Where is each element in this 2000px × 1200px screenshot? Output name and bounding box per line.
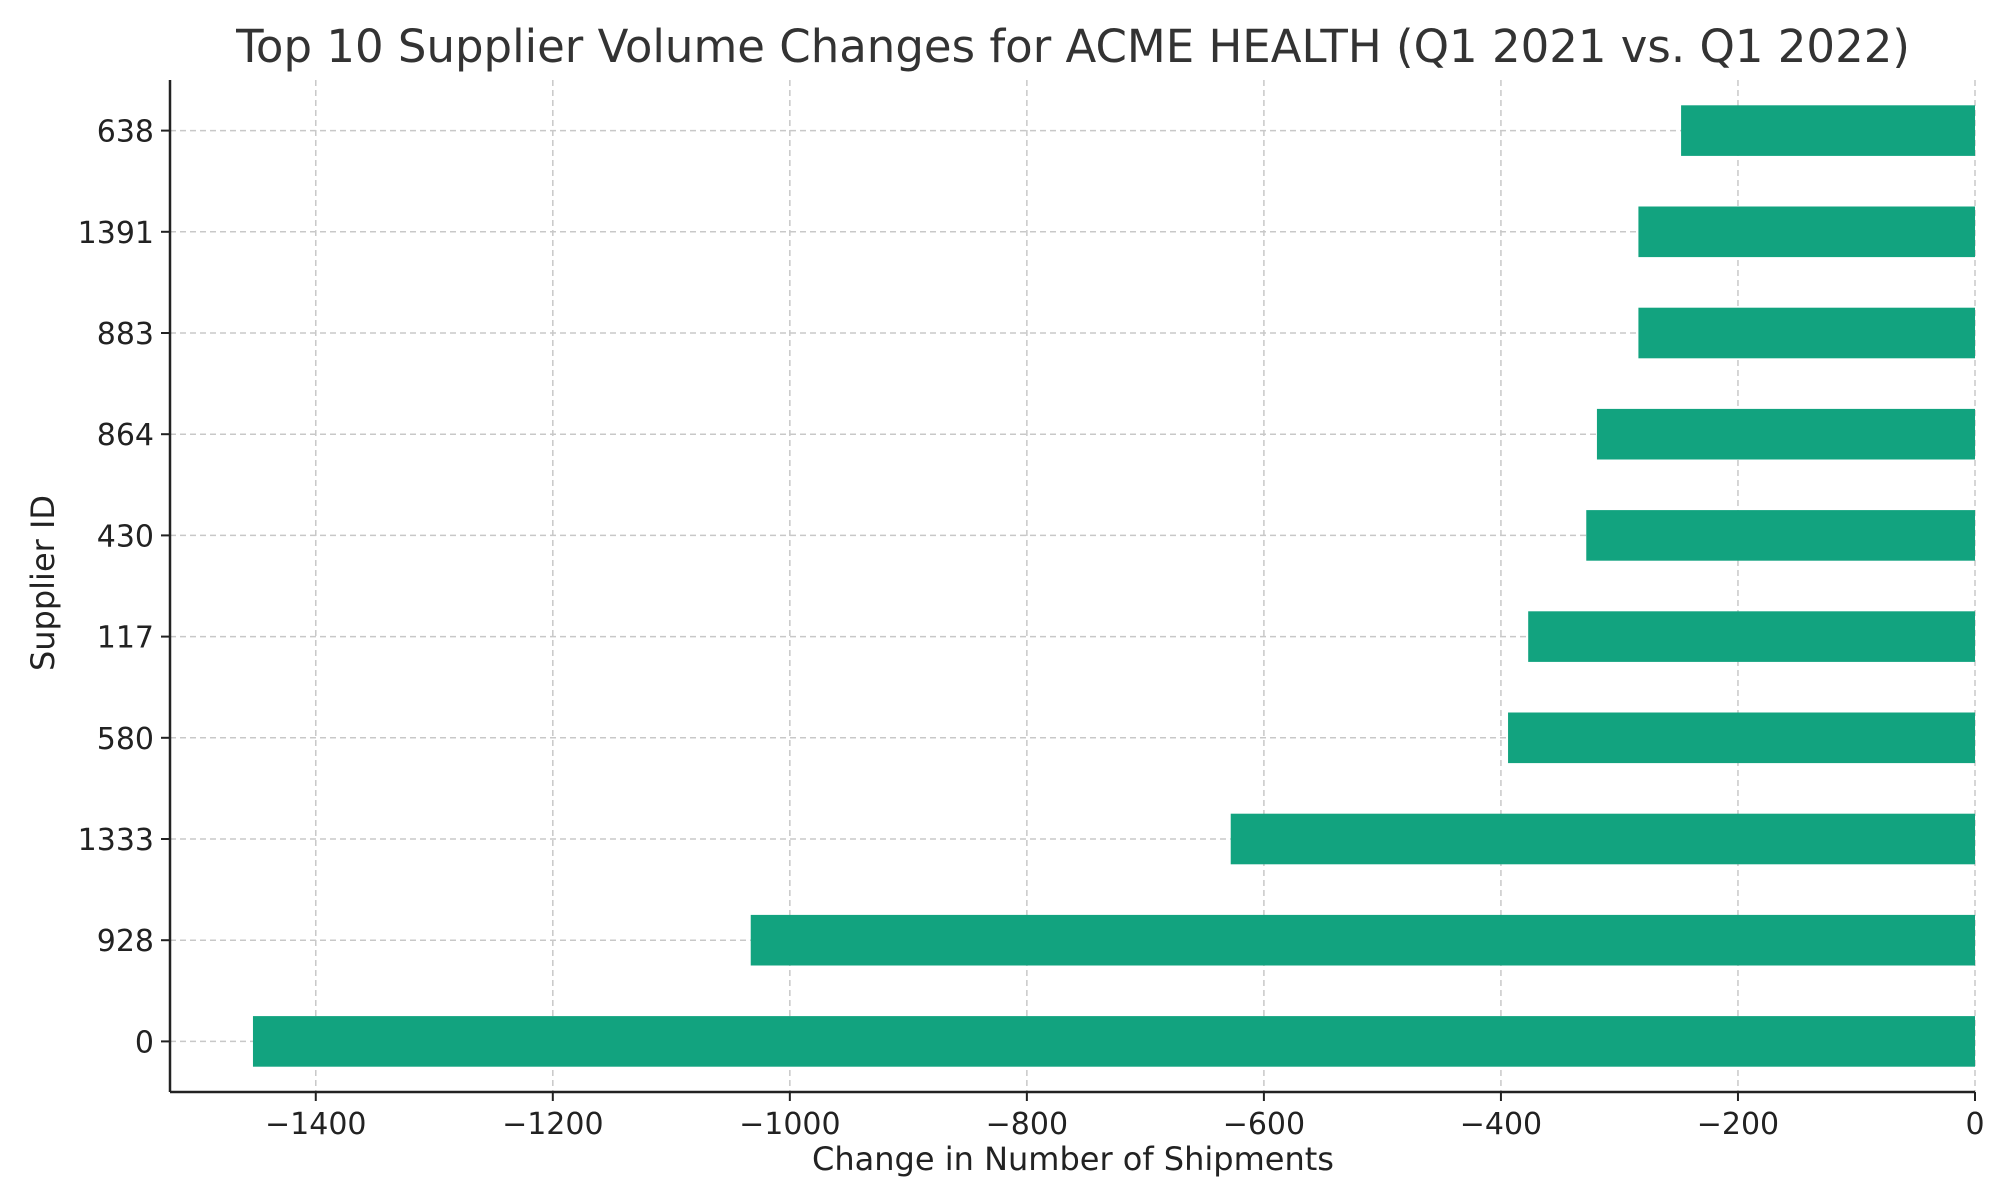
x-tick-label: 0 — [1965, 1107, 1984, 1142]
bar-supplier-883 — [1638, 307, 1975, 359]
y-tick-label: 1333 — [78, 823, 154, 858]
y-tick-label: 117 — [97, 621, 154, 656]
axes-layer: −1400 −1200 −1000 −800 −600 −400 −200 0 0 928 1333… — [78, 80, 1985, 1142]
x-axis-label: Change in Number of Shipments — [812, 1140, 1334, 1178]
bar-supplier-864 — [1596, 408, 1975, 460]
y-tick-label: 883 — [97, 317, 154, 352]
x-tick-label: −1000 — [739, 1107, 840, 1142]
y-tick-label: 1391 — [78, 216, 154, 251]
y-tick-label: 864 — [97, 418, 154, 453]
bar-supplier-117 — [1528, 611, 1975, 662]
bar-supplier-638 — [1681, 105, 1975, 156]
x-tick-label: −400 — [1460, 1107, 1542, 1142]
x-tick-label: −1200 — [502, 1107, 603, 1142]
x-tick-label: −1400 — [265, 1107, 366, 1142]
bars-layer — [252, 105, 1976, 1067]
y-tick-label: 580 — [97, 722, 154, 757]
chart-title: Top 10 Supplier Volume Changes for ACME … — [235, 20, 1910, 73]
x-tick-label: −800 — [986, 1107, 1068, 1142]
y-tick-label: 0 — [135, 1025, 154, 1060]
y-axis-label: Supplier ID — [24, 495, 62, 671]
bar-supplier-1391 — [1638, 206, 1975, 258]
x-tick-label: −200 — [1697, 1107, 1779, 1142]
y-tick-label: 430 — [97, 519, 154, 554]
bar-supplier-580 — [1508, 712, 1975, 764]
bar-supplier-1333 — [1230, 813, 1975, 865]
bar-supplier-0 — [252, 1016, 1975, 1067]
bar-supplier-928 — [750, 914, 1976, 966]
bar-supplier-430 — [1586, 510, 1975, 561]
y-tick-label: 638 — [97, 115, 154, 150]
y-tick-label: 928 — [97, 924, 154, 959]
x-tick-label: −600 — [1223, 1107, 1305, 1142]
